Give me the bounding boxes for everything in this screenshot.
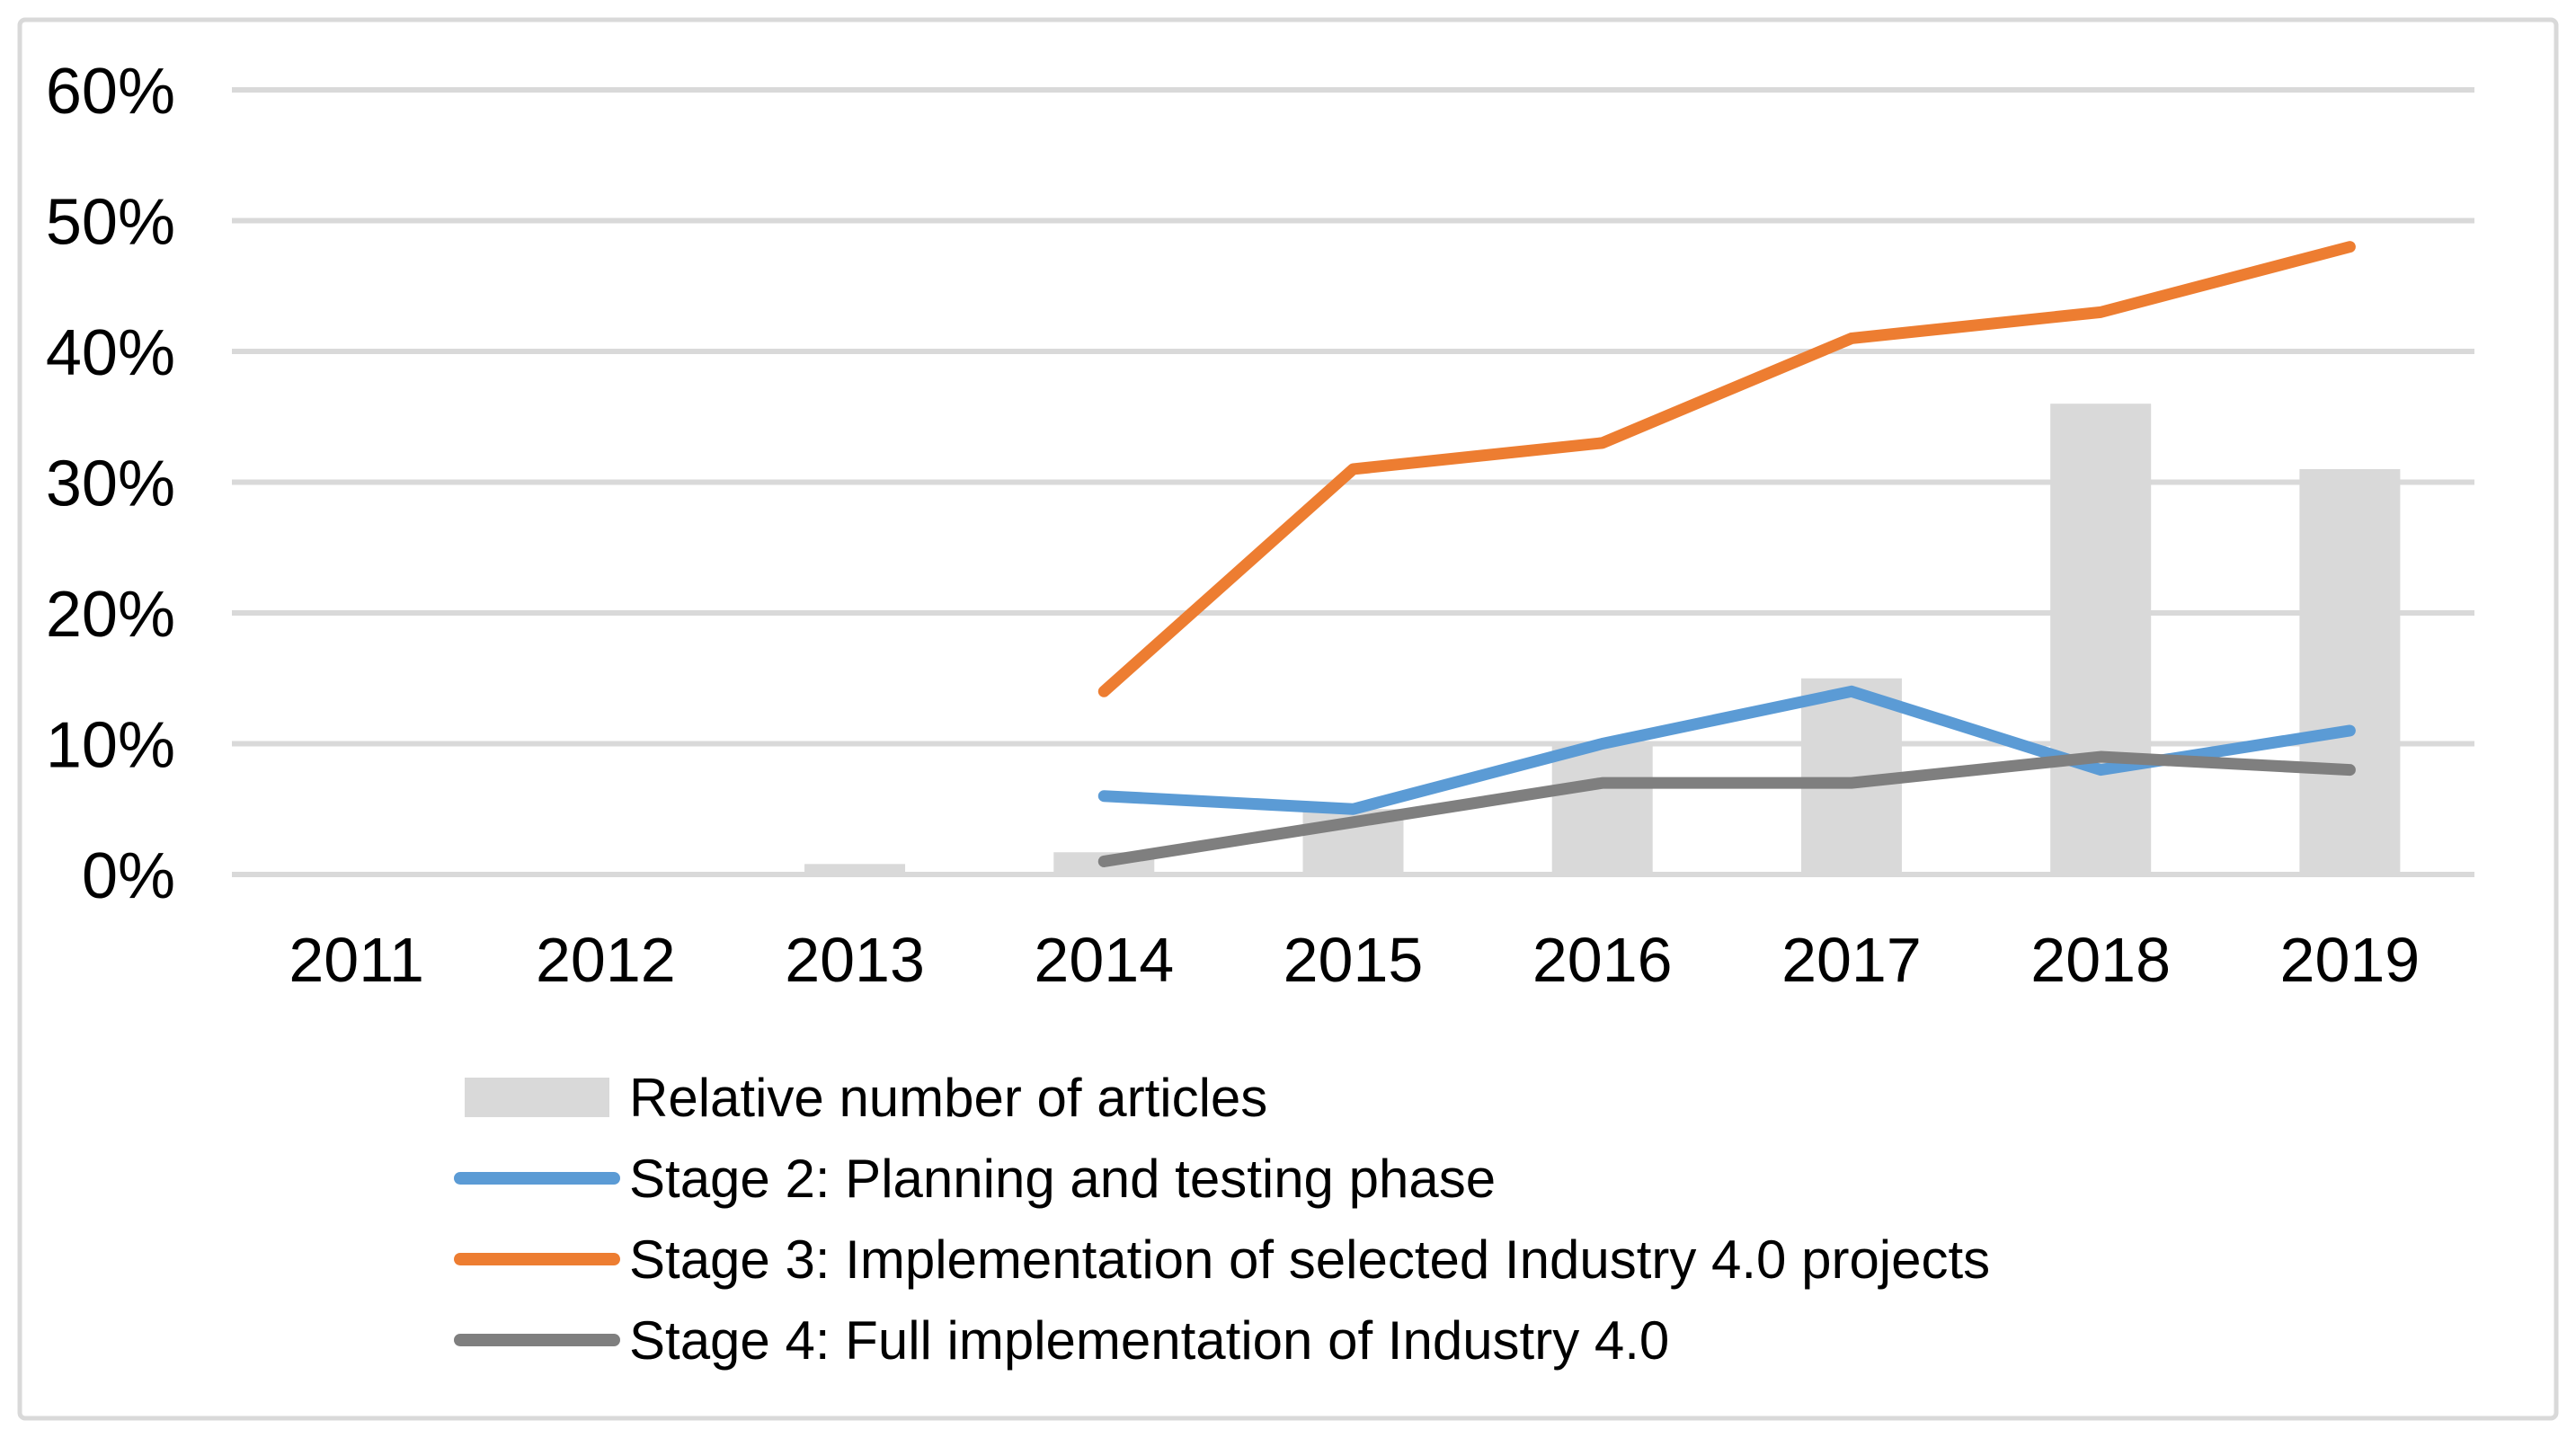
- line-stage-3-implementation-of-selected-indus: [1097, 241, 2356, 697]
- x-tick-label: 2014: [1034, 925, 1174, 995]
- x-tick-label: 2013: [785, 925, 925, 995]
- legend-label: Stage 3: Implementation of selected Indu…: [629, 1229, 1990, 1290]
- x-tick-label: 2016: [1532, 925, 1673, 995]
- legend-label: Relative number of articles: [629, 1068, 1267, 1128]
- x-tick-label: 2012: [536, 925, 676, 995]
- legend-label: Stage 2: Planning and testing phase: [629, 1149, 1496, 1209]
- bar-2016: [1551, 743, 1653, 874]
- y-tick-label: 20%: [46, 579, 175, 651]
- x-tick-label: 2019: [2280, 925, 2421, 995]
- legend-label: Stage 4: Full implementation of Industry…: [629, 1310, 1669, 1371]
- y-tick-label: 60%: [46, 56, 175, 128]
- line-stage-4-full-implementation-of-industry-: [1097, 750, 2356, 867]
- legend-item-stage-2-planning-and-testing-phase: Stage 2: Planning and testing phase: [454, 1149, 1496, 1209]
- legend-swatch-bar: [465, 1078, 609, 1117]
- y-tick-label: 40%: [46, 317, 175, 389]
- bar-2018: [2050, 404, 2152, 874]
- y-tick-label: 0%: [82, 840, 175, 912]
- bar-2013: [804, 864, 906, 874]
- line-stage-2-planning-and-testing-phase: [1097, 685, 2356, 815]
- x-tick-label: 2018: [2030, 925, 2171, 995]
- figure-border: [17, 17, 2559, 1421]
- x-tick-label: 2011: [289, 925, 424, 995]
- legend-item-relative-number-of-articles: Relative number of articles: [465, 1068, 1267, 1128]
- bar-2019: [2299, 468, 2401, 874]
- y-tick-label: 50%: [46, 187, 175, 259]
- x-tick-label: 2015: [1284, 925, 1424, 995]
- x-tick-label: 2017: [1781, 925, 1922, 995]
- y-tick-label: 30%: [46, 448, 175, 520]
- legend-item-stage-4-full-implementation-of-industry-: Stage 4: Full implementation of Industry…: [454, 1310, 1669, 1371]
- y-tick-label: 10%: [46, 710, 175, 782]
- legend-item-stage-3-implementation-of-selected-indus: Stage 3: Implementation of selected Indu…: [454, 1229, 1990, 1290]
